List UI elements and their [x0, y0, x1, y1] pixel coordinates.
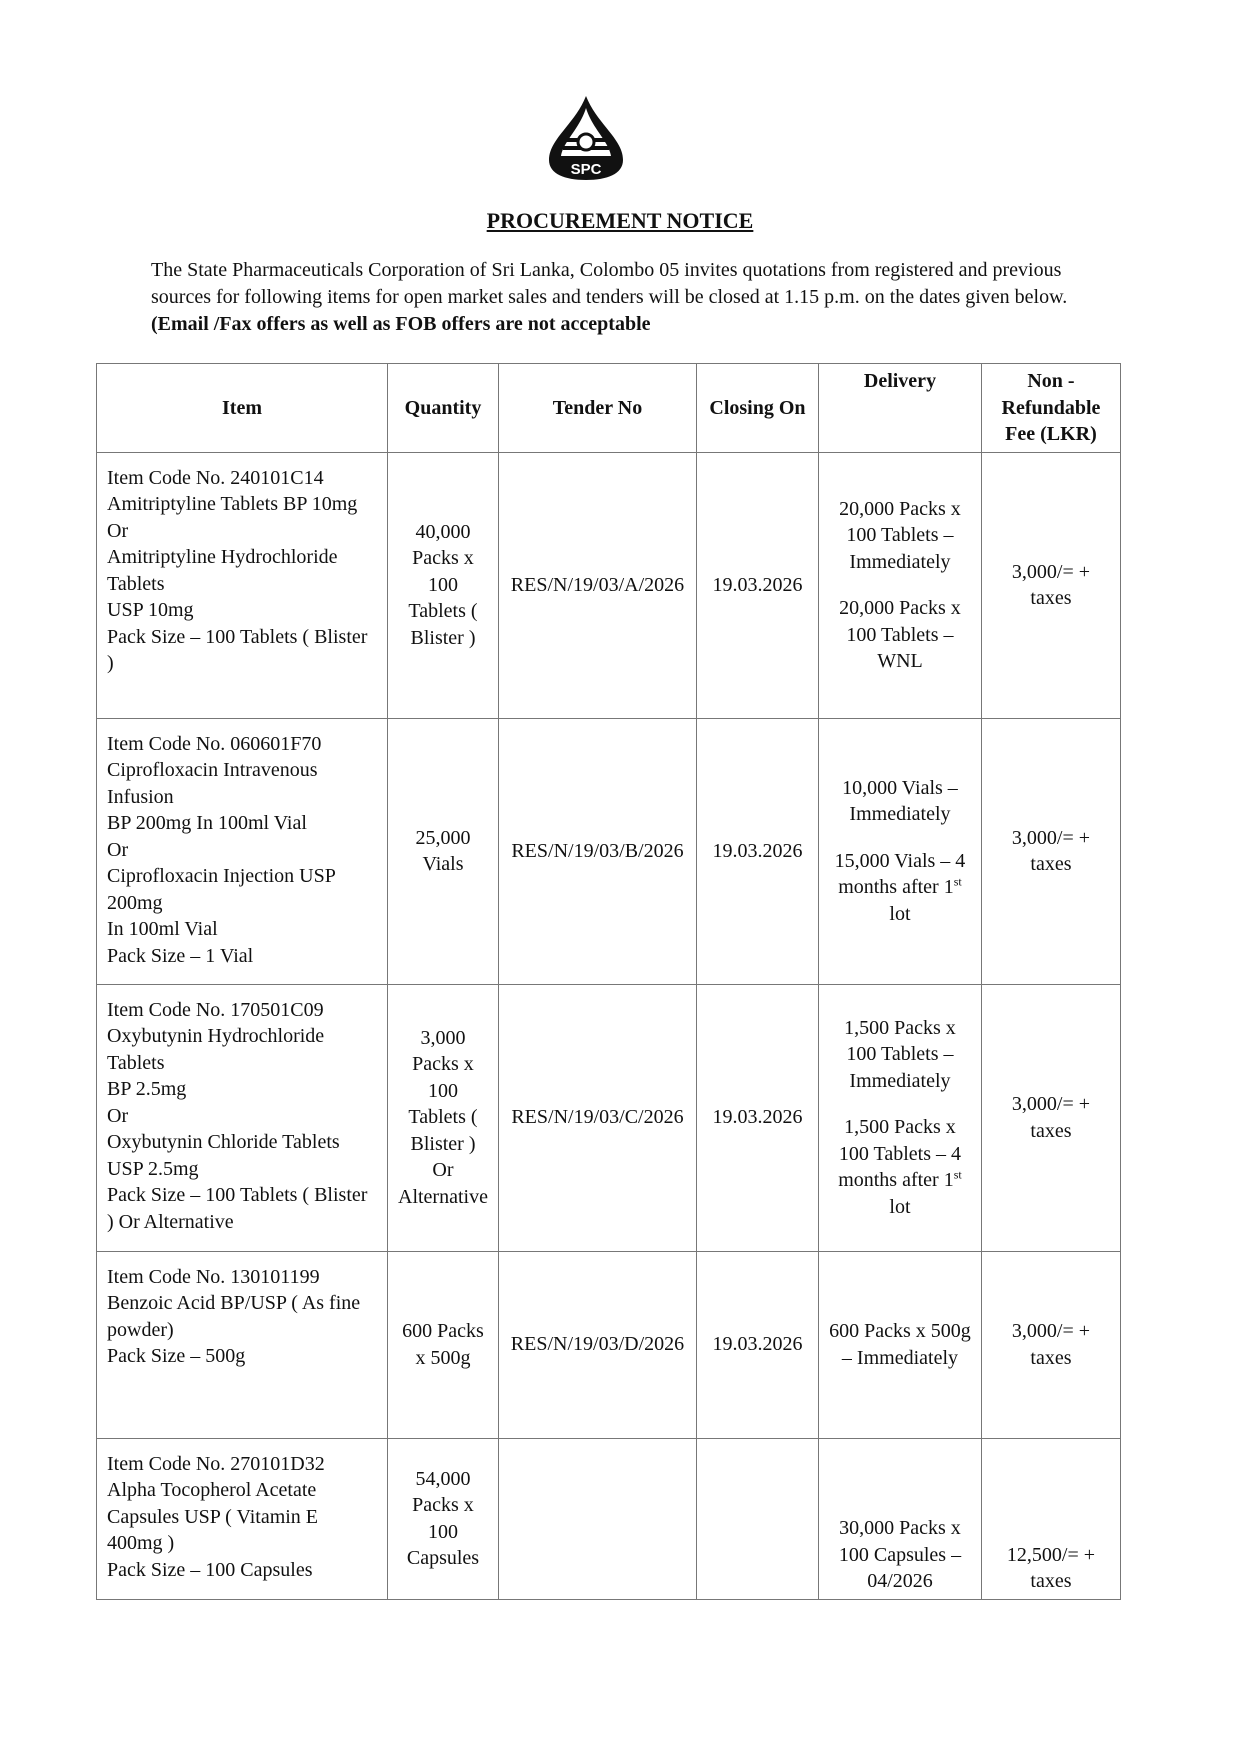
fee-cell: 3,000/= + taxes [980, 451, 1121, 719]
delivery-cell: 10,000 Vials – Immediately 15,000 Vials –… [817, 717, 982, 985]
delivery-line: 1,500 Packs x 100 Tablets – 4 months aft… [838, 1116, 962, 1218]
item-cell: Item Code No. 270101D32 Alpha Tocopherol … [96, 1437, 388, 1600]
table-row: Item Code No. 240101C14 Amitriptyline Tab… [96, 451, 1121, 719]
item-cell: Item Code No. 060601F70 Ciprofloxacin Int… [96, 717, 388, 985]
quantity-cell: 25,000 Vials [387, 717, 499, 985]
tender-cell [497, 1437, 697, 1600]
closing-cell: 19.03.2026 [695, 983, 819, 1252]
item-cell: Item Code No. 130101199 Benzoic Acid BP/U… [96, 1250, 388, 1439]
delivery-cell: 1,500 Packs x 100 Tablets – Immediately 1… [817, 983, 982, 1252]
item-line: Or [107, 838, 129, 861]
closing-cell: 19.03.2026 [695, 1250, 819, 1439]
delivery-line: 1,500 Packs x 100 Tablets – Immediately [844, 1016, 956, 1092]
table-row: Item Code No. 170501C09 Oxybutynin Hydroc… [96, 983, 1121, 1252]
header-closing-on: Closing On [695, 363, 819, 453]
quantity-cell: 54,000 Packs x 100 Capsules [387, 1437, 499, 1600]
item-line: Pack Size – 100 Tablets ( Blister ) Or A… [107, 1184, 368, 1233]
delivery-line: 20,000 Packs x 100 Tablets – WNL [839, 597, 961, 672]
delivery-cell: 600 Packs x 500g – Immediately [817, 1250, 982, 1439]
tender-cell: RES/N/19/03/C/2026 [497, 983, 697, 1252]
fee-cell: 3,000/= + taxes [980, 1250, 1121, 1439]
item-line: Pack Size – 100 Capsules [107, 1558, 313, 1581]
tender-cell: RES/N/19/03/A/2026 [497, 451, 697, 719]
spc-logo: SPC [549, 96, 623, 180]
table-row: Item Code No. 270101D32 Alpha Tocopherol … [96, 1437, 1121, 1600]
item-line: Ciprofloxacin Intravenous Infusion [107, 759, 318, 808]
title-text: PROCUREMENT NOTICE [486, 208, 754, 233]
item-cell: Item Code No. 240101C14 Amitriptyline Tab… [96, 451, 388, 719]
item-line: Item Code No. 270101D32 [107, 1452, 325, 1475]
quantity-cell: 3,000 Packs x 100 Tablets ( Blister ) Or… [387, 983, 499, 1252]
item-line: Pack Size – 100 Tablets ( Blister ) [107, 625, 368, 675]
header-fee: Non - Refundable Fee (LKR) [980, 363, 1121, 453]
item-line: USP 10mg [107, 599, 194, 621]
tender-cell: RES/N/19/03/D/2026 [497, 1250, 697, 1439]
delivery-line: 20,000 Packs x 100 Tablets – Immediately [839, 497, 961, 573]
tender-cell: RES/N/19/03/B/2026 [497, 717, 697, 985]
item-line: Item Code No. 060601F70 [107, 732, 322, 755]
intro-bold-text: (Email /Fax offers as well as FOB offers… [151, 313, 651, 335]
closing-cell: 19.03.2026 [695, 717, 819, 985]
header-tender-no: Tender No [497, 363, 697, 453]
delivery-cell: 20,000 Packs x 100 Tablets – Immediately… [817, 451, 982, 719]
item-line: USP 2.5mg [107, 1157, 199, 1180]
header-quantity: Quantity [387, 363, 499, 453]
delivery-cell: 30,000 Packs x 100 Capsules – 04/2026 [817, 1437, 982, 1600]
page-title: PROCUREMENT NOTICE [0, 208, 1240, 234]
item-cell: Item Code No. 170501C09 Oxybutynin Hydroc… [96, 983, 388, 1252]
svg-text:SPC: SPC [571, 161, 602, 178]
item-line: BP 200mg In 100ml Vial [107, 812, 307, 834]
item-line: Item Code No. 240101C14 [107, 466, 324, 489]
delivery-line: 10,000 Vials – Immediately [842, 776, 958, 826]
item-line: Oxybutynin Hydrochloride Tablets [107, 1025, 325, 1074]
intro-text: The State Pharmaceuticals Corporation of… [151, 259, 1068, 308]
item-line: Item Code No. 130101199 [107, 1265, 320, 1288]
procurement-table: Item Quantity Tender No Closing On Deliv… [96, 363, 1121, 1600]
item-line: Pack Size – 1 Vial [107, 944, 254, 967]
delivery-line: 15,000 Vials – 4 months after 1st lot [834, 849, 966, 925]
closing-cell [695, 1437, 819, 1600]
item-line: Item Code No. 170501C09 [107, 998, 324, 1021]
item-line: Amitriptyline Tablets BP 10mg [107, 493, 358, 515]
item-line: Pack Size – 500g [107, 1345, 246, 1367]
closing-cell: 19.03.2026 [695, 451, 819, 719]
quantity-cell: 40,000 Packs x 100 Tablets ( Blister ) [387, 451, 499, 719]
item-line: Oxybutynin Chloride Tablets [107, 1131, 340, 1153]
table-header-row: Item Quantity Tender No Closing On Deliv… [96, 363, 1121, 453]
item-line: Alpha Tocopherol Acetate Capsules USP ( … [107, 1479, 319, 1554]
item-line: BP 2.5mg [107, 1078, 187, 1100]
delivery-line: 600 Packs x 500g – Immediately [829, 1320, 971, 1369]
intro-paragraph: The State Pharmaceuticals Corporation of… [151, 257, 1111, 338]
delivery-line: 30,000 Packs x 100 Capsules – 04/2026 [838, 1517, 962, 1592]
item-line: Ciprofloxacin Injection USP 200mg [107, 865, 336, 914]
quantity-cell: 600 Packs x 500g [387, 1250, 499, 1439]
table-row: Item Code No. 060601F70 Ciprofloxacin Int… [96, 717, 1121, 985]
header-delivery: Delivery [817, 363, 982, 453]
table-row: Item Code No. 130101199 Benzoic Acid BP/U… [96, 1250, 1121, 1439]
fee-cell: 3,000/= + taxes [980, 717, 1121, 985]
item-line: Benzoic Acid BP/USP ( As fine powder) [107, 1292, 361, 1341]
fee-cell: 3,000/= + taxes [980, 983, 1121, 1252]
item-line: Or [107, 1104, 129, 1127]
item-line: In 100ml Vial [107, 918, 218, 940]
header-item: Item [96, 363, 388, 453]
item-line: Amitriptyline Hydrochloride Tablets [107, 546, 338, 595]
item-line: Or [107, 519, 129, 542]
fee-cell: 12,500/= + taxes [980, 1437, 1121, 1600]
